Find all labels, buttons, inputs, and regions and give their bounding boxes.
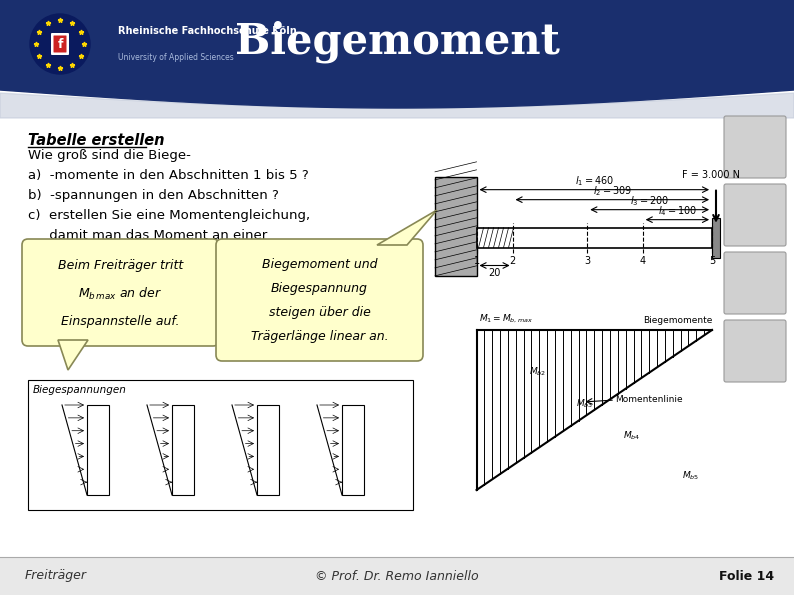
Text: $l_1 = 460$: $l_1 = 460$ [575, 174, 614, 187]
Text: 5: 5 [709, 255, 715, 265]
Text: a)  -momente in den Abschnitten 1 bis 5 ?: a) -momente in den Abschnitten 1 bis 5 ? [28, 169, 309, 182]
Text: steigen über die: steigen über die [268, 306, 371, 320]
Text: $M_{b3}$: $M_{b3}$ [576, 398, 593, 411]
Bar [435, 177, 476, 276]
Text: Biegemoment und: Biegemoment und [262, 258, 377, 271]
Text: Trägerlänge linear an.: Trägerlänge linear an. [251, 330, 388, 343]
FancyBboxPatch shape [724, 252, 786, 314]
Text: Momentenlinie: Momentenlinie [615, 396, 683, 405]
Bar [172, 405, 194, 495]
Text: $l_2 = 309$: $l_2 = 309$ [592, 184, 632, 198]
Text: f: f [57, 37, 63, 51]
Text: Wie groß sind die Biege-: Wie groß sind die Biege- [28, 149, 191, 162]
Text: Tabelle erstellen: Tabelle erstellen [28, 133, 164, 148]
Text: Einspannstelle auf.: Einspannstelle auf. [61, 315, 179, 328]
Text: 1: 1 [473, 255, 480, 265]
Bar [87, 405, 109, 495]
Text: c)  erstellen Sie eine Momentengleichung,: c) erstellen Sie eine Momentengleichung, [28, 209, 310, 222]
Bar [28, 380, 413, 510]
FancyBboxPatch shape [724, 184, 786, 246]
Bar [476, 228, 712, 248]
Text: beliebigen Stelle x auf Anhieb: beliebigen Stelle x auf Anhieb [28, 249, 250, 262]
FancyBboxPatch shape [724, 116, 786, 178]
FancyBboxPatch shape [724, 320, 786, 382]
Text: $l_4 = 100$: $l_4 = 100$ [657, 204, 697, 218]
Text: $M_{b4}$: $M_{b4}$ [622, 430, 640, 443]
Text: Biegespannung: Biegespannung [271, 282, 368, 295]
Text: © Prof. Dr. Remo Ianniello: © Prof. Dr. Remo Ianniello [315, 569, 479, 583]
Text: F = 3.000 N: F = 3.000 N [682, 170, 740, 180]
Bar [712, 218, 720, 258]
Text: $M_{b2}$: $M_{b2}$ [529, 366, 545, 378]
FancyBboxPatch shape [216, 239, 423, 361]
Text: Rheinische Fachhochschule Köln: Rheinische Fachhochschule Köln [118, 26, 297, 36]
Text: $l_3 = 200$: $l_3 = 200$ [630, 194, 669, 208]
Text: b)  -spannungen in den Abschnitten ?: b) -spannungen in den Abschnitten ? [28, 189, 279, 202]
Text: 2: 2 [510, 255, 515, 265]
Text: Biegemomente: Biegemomente [643, 316, 712, 325]
Text: 4: 4 [640, 255, 646, 265]
Polygon shape [58, 340, 88, 370]
Text: $M_{b\,max}$ an der: $M_{b\,max}$ an der [79, 286, 163, 302]
Text: $M_{b5}$: $M_{b5}$ [682, 470, 699, 483]
Bar [257, 405, 279, 495]
Text: Freiträger: Freiträger [25, 569, 87, 583]
FancyBboxPatch shape [51, 33, 69, 55]
Text: bestimmen kann.: bestimmen kann. [28, 269, 165, 282]
Text: damit man das Moment an einer: damit man das Moment an einer [28, 229, 268, 242]
Text: University of Applied Sciences: University of Applied Sciences [118, 53, 233, 62]
FancyBboxPatch shape [53, 36, 67, 52]
Text: Biegespannungen: Biegespannungen [33, 385, 127, 395]
Circle shape [30, 14, 90, 74]
Bar [0, 0, 794, 88]
Text: 3: 3 [584, 255, 591, 265]
Bar [342, 405, 364, 495]
FancyBboxPatch shape [22, 239, 219, 346]
Text: Folie 14: Folie 14 [719, 569, 774, 583]
Text: Beim Freiträger tritt: Beim Freiträger tritt [58, 259, 183, 273]
Polygon shape [377, 210, 437, 245]
Text: $M_1 = M_{b,max}$: $M_1 = M_{b,max}$ [479, 313, 533, 325]
Text: Biegemoment: Biegemoment [234, 21, 560, 64]
Text: 20: 20 [488, 268, 501, 277]
Bar [0, 557, 794, 595]
